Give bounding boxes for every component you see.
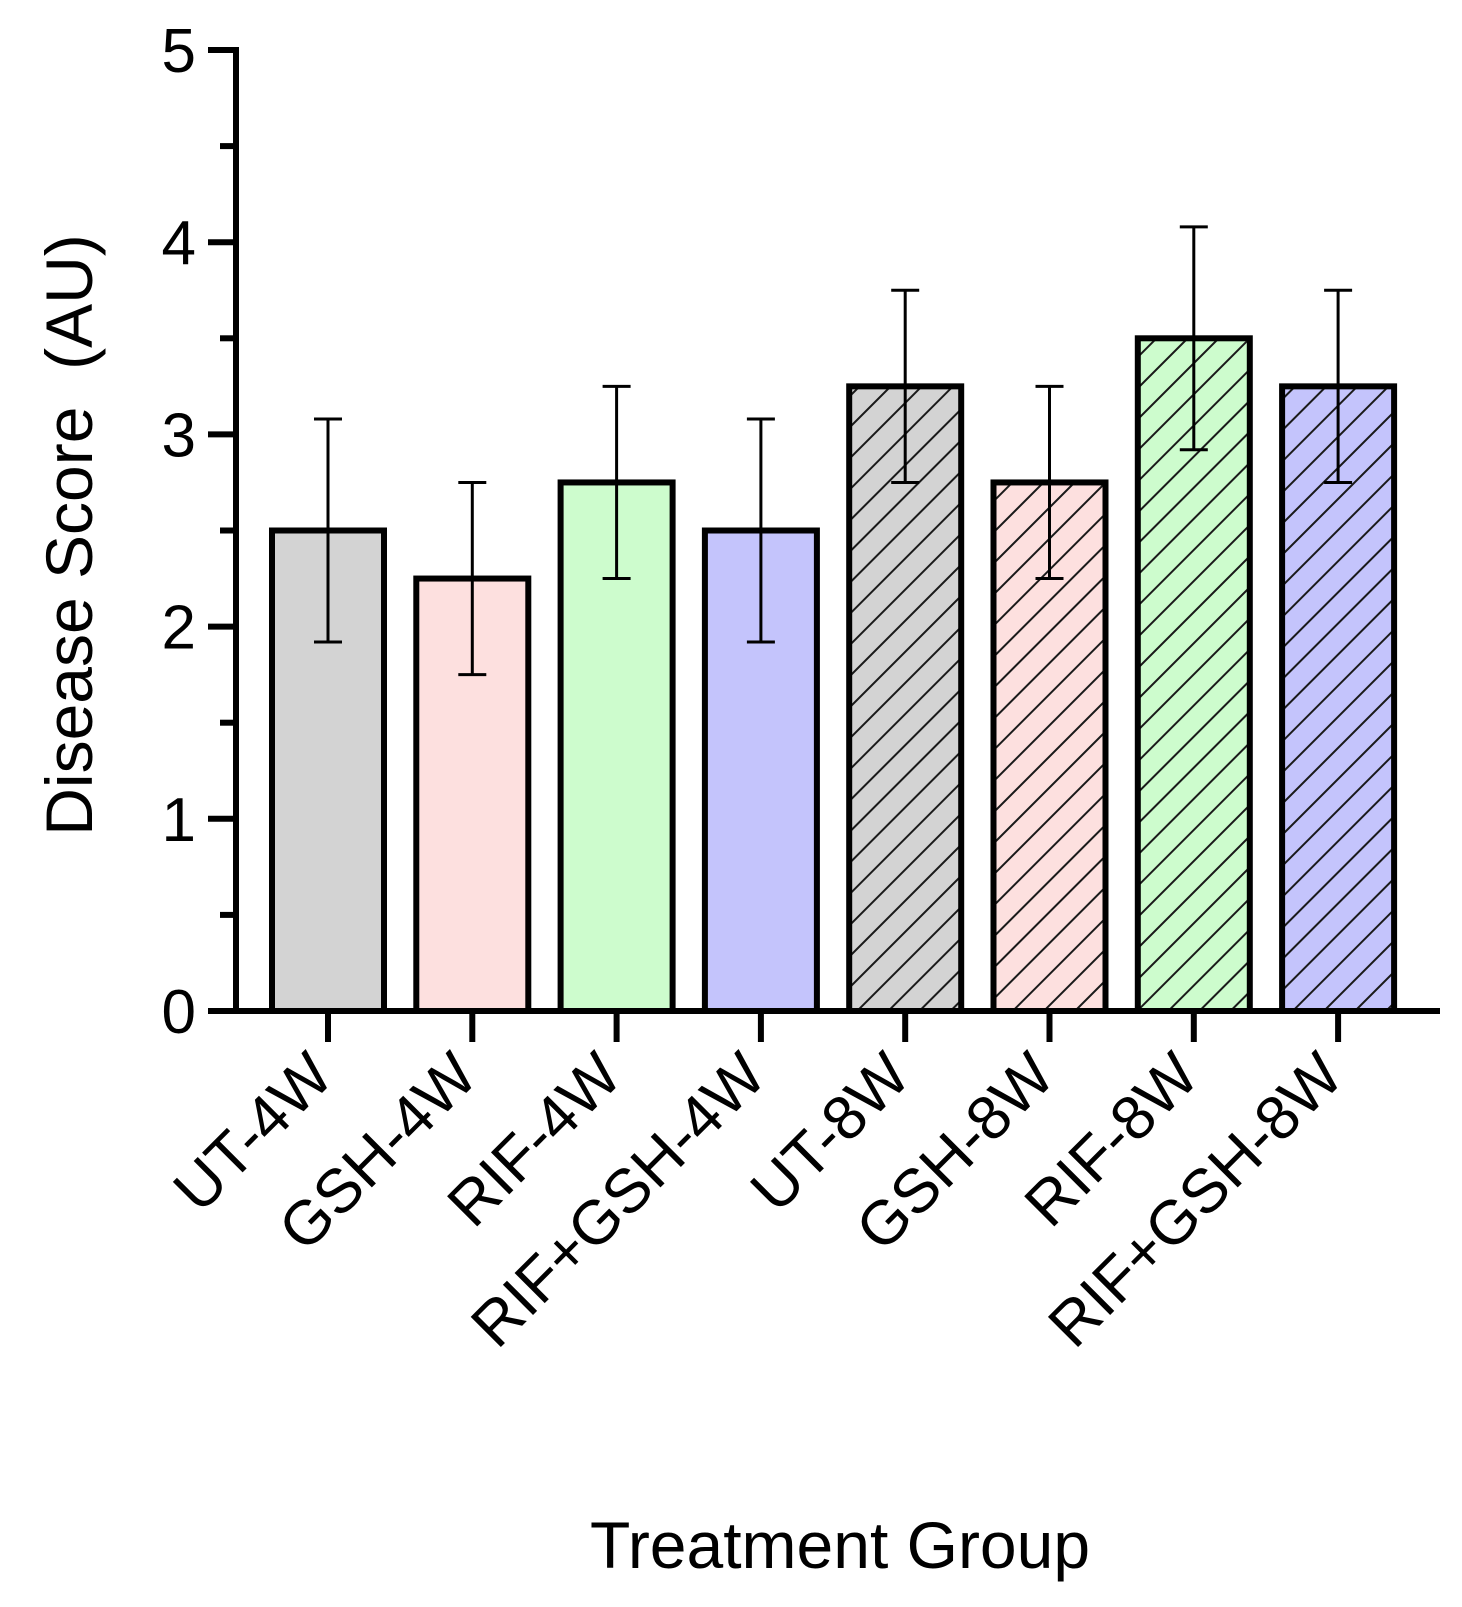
error-bar-rif-gsh-4w [746, 417, 775, 644]
error-bar-ut-8w [891, 288, 920, 484]
x-axis-title: Treatment Group [590, 1508, 1090, 1582]
error-bar-gsh-4w [458, 480, 487, 677]
error-bar-rif-gsh-8w [1324, 288, 1353, 484]
y-tick-label: 0 [162, 978, 196, 1047]
bar-hatch-ut-8w [849, 386, 962, 1012]
error-bar-gsh-8w [1035, 384, 1064, 581]
y-tick-label: 5 [162, 17, 196, 86]
y-tick-label: 3 [162, 401, 196, 470]
y-tick-label: 2 [162, 594, 196, 663]
error-bar-ut-4w [314, 417, 342, 644]
y-axis-title: Disease Score (AU) [32, 234, 106, 836]
y-tick-label: 1 [162, 786, 196, 855]
error-bar-rif-8w [1179, 225, 1208, 452]
y-tick-label: 4 [162, 209, 196, 278]
bar-hatch-rif-gsh-8w [1282, 386, 1395, 1012]
error-bar-rif-4w [602, 384, 631, 581]
